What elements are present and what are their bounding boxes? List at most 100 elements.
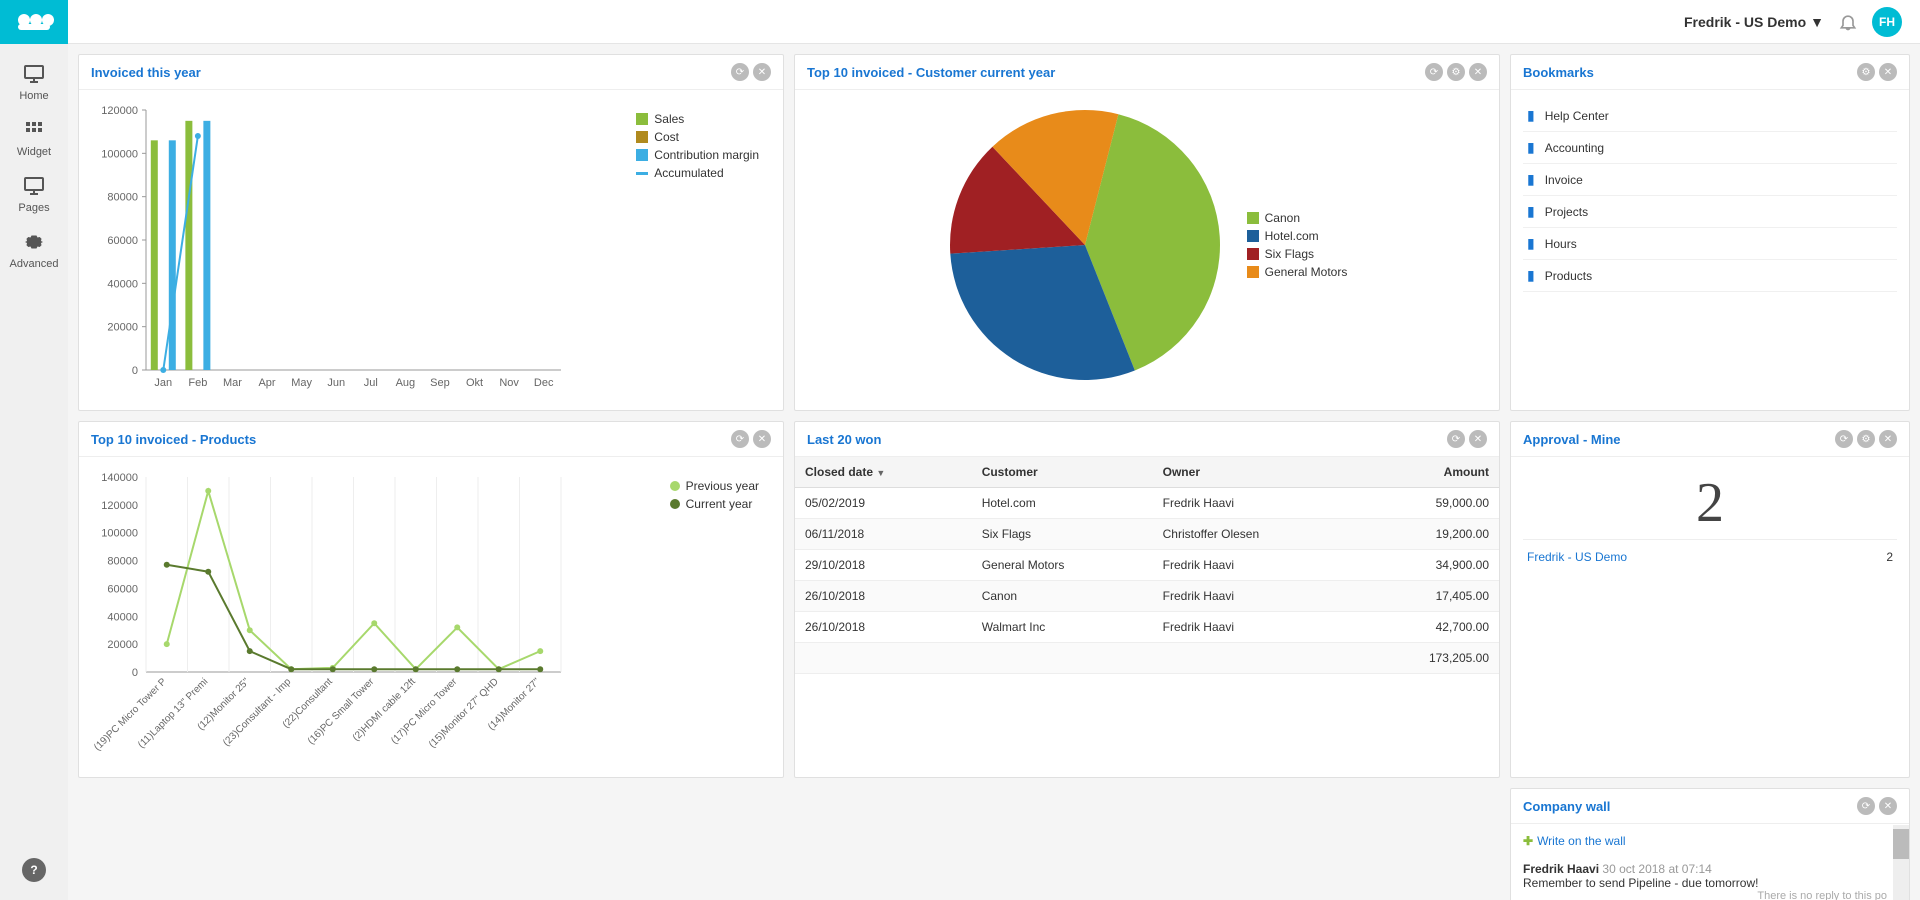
wall-author: Fredrik Haavi bbox=[1523, 862, 1599, 876]
grid-icon bbox=[22, 118, 46, 142]
monitor-icon bbox=[22, 174, 46, 198]
refresh-icon[interactable]: ⟳ bbox=[1857, 797, 1875, 815]
write-label: Write on the wall bbox=[1537, 834, 1625, 848]
gear-icon[interactable]: ⚙ bbox=[1857, 63, 1875, 81]
refresh-icon[interactable]: ⟳ bbox=[1835, 430, 1853, 448]
sidebar-item-label: Home bbox=[19, 90, 48, 102]
table-row[interactable]: 05/02/2019Hotel.comFredrik Haavi59,000.0… bbox=[795, 488, 1499, 519]
gear-icon[interactable]: ⚙ bbox=[1447, 63, 1465, 81]
legend-item[interactable]: Current year bbox=[670, 497, 759, 511]
panel-top-customers: Top 10 invoiced - Customer current year … bbox=[794, 54, 1500, 411]
bookmark-icon: ▮ bbox=[1527, 171, 1535, 188]
legend-item[interactable]: General Motors bbox=[1247, 265, 1348, 279]
svg-text:120000: 120000 bbox=[101, 500, 138, 512]
invoiced-chart: 020000400006000080000100000120000JanFebM… bbox=[91, 100, 624, 400]
table-cell: 17,405.00 bbox=[1358, 581, 1499, 612]
bookmark-label: Accounting bbox=[1545, 141, 1604, 155]
svg-text:(19)PC Micro Tower P: (19)PC Micro Tower P bbox=[92, 676, 169, 753]
bookmark-item[interactable]: ▮ Projects bbox=[1523, 196, 1897, 228]
svg-text:Okt: Okt bbox=[466, 377, 483, 389]
gear-icon[interactable]: ⚙ bbox=[1857, 430, 1875, 448]
bookmark-icon: ▮ bbox=[1527, 107, 1535, 124]
avatar[interactable]: FH bbox=[1872, 7, 1902, 37]
panel-approval: Approval - Mine ⟳ ⚙ ✕ 2 Fredrik - US Dem… bbox=[1510, 421, 1910, 778]
sidebar-item-pages[interactable]: Pages bbox=[6, 168, 62, 220]
svg-text:100000: 100000 bbox=[101, 528, 138, 540]
close-icon[interactable]: ✕ bbox=[1879, 63, 1897, 81]
legend-item[interactable]: Canon bbox=[1247, 211, 1348, 225]
table-row[interactable]: 29/10/2018General MotorsFredrik Haavi34,… bbox=[795, 550, 1499, 581]
bookmark-item[interactable]: ▮Help Center bbox=[1523, 100, 1897, 132]
table-header[interactable]: Owner bbox=[1153, 457, 1358, 488]
svg-text:40000: 40000 bbox=[107, 278, 138, 290]
table-row[interactable]: 06/11/2018Six FlagsChristoffer Olesen19,… bbox=[795, 519, 1499, 550]
table-header[interactable]: Closed date ▼ bbox=[795, 457, 972, 488]
close-icon[interactable]: ✕ bbox=[753, 63, 771, 81]
user-menu[interactable]: Fredrik - US Demo ▼ bbox=[1684, 14, 1824, 30]
table-row[interactable]: 26/10/2018Walmart IncFredrik Haavi42,700… bbox=[795, 612, 1499, 643]
last-20-table: Closed date ▼CustomerOwnerAmount05/02/20… bbox=[795, 457, 1499, 674]
svg-text:60000: 60000 bbox=[107, 583, 138, 595]
sidebar-item-label: Pages bbox=[18, 202, 49, 214]
legend-item[interactable]: Six Flags bbox=[1247, 247, 1348, 261]
write-on-wall-button[interactable]: ✚ Write on the wall bbox=[1523, 834, 1887, 854]
sidebar-item-widget[interactable]: Widget bbox=[6, 112, 62, 164]
monitor-icon bbox=[22, 62, 46, 86]
svg-text:20000: 20000 bbox=[107, 322, 138, 334]
svg-text:Jan: Jan bbox=[154, 377, 172, 389]
close-icon[interactable]: ✕ bbox=[1469, 63, 1487, 81]
bookmark-icon: ▮ bbox=[1527, 139, 1535, 156]
bookmark-list: ▮Help Center▮Accounting▮Invoice▮Projects… bbox=[1511, 90, 1909, 302]
svg-text:Jun: Jun bbox=[327, 377, 345, 389]
table-header[interactable]: Customer bbox=[972, 457, 1153, 488]
close-icon[interactable]: ✕ bbox=[1469, 430, 1487, 448]
bookmark-item[interactable]: ▮Products bbox=[1523, 260, 1897, 292]
legend-item[interactable]: Previous year bbox=[670, 479, 759, 493]
svg-text:80000: 80000 bbox=[107, 192, 138, 204]
table-row[interactable]: 26/10/2018CanonFredrik Haavi17,405.00 bbox=[795, 581, 1499, 612]
legend-item[interactable]: Cost bbox=[636, 130, 759, 144]
panel-title: Approval - Mine bbox=[1523, 432, 1621, 447]
bookmark-label: Projects bbox=[1545, 205, 1588, 219]
bookmark-label: Products bbox=[1545, 269, 1592, 283]
wall-timestamp: 30 oct 2018 at 07:14 bbox=[1602, 862, 1711, 876]
legend-item[interactable]: Sales bbox=[636, 112, 759, 126]
panel-invoiced-year: Invoiced this year ⟳ ✕ 02000040000600008… bbox=[78, 54, 784, 411]
svg-text:Apr: Apr bbox=[258, 377, 275, 389]
user-name-label: Fredrik - US Demo bbox=[1684, 14, 1806, 30]
bookmark-item[interactable]: ▮Hours bbox=[1523, 228, 1897, 260]
sidebar-item-home[interactable]: Home bbox=[6, 56, 62, 108]
close-icon[interactable]: ✕ bbox=[1879, 430, 1897, 448]
sidebar-item-advanced[interactable]: Advanced bbox=[6, 224, 62, 276]
table-cell: Christoffer Olesen bbox=[1153, 519, 1358, 550]
refresh-icon[interactable]: ⟳ bbox=[1425, 63, 1443, 81]
legend-item[interactable]: Accumulated bbox=[636, 166, 759, 180]
bookmark-item[interactable]: ▮Invoice bbox=[1523, 164, 1897, 196]
refresh-icon[interactable]: ⟳ bbox=[731, 430, 749, 448]
table-cell: 29/10/2018 bbox=[795, 550, 972, 581]
refresh-icon[interactable]: ⟳ bbox=[731, 63, 749, 81]
legend-item[interactable]: Hotel.com bbox=[1247, 229, 1348, 243]
table-cell: Canon bbox=[972, 581, 1153, 612]
svg-text:40000: 40000 bbox=[107, 611, 138, 623]
notifications-icon[interactable] bbox=[1838, 12, 1858, 32]
legend-item[interactable]: Contribution margin bbox=[636, 148, 759, 162]
bookmark-item[interactable]: ▮ Accounting bbox=[1523, 132, 1897, 164]
scrollbar[interactable] bbox=[1893, 825, 1909, 900]
table-header[interactable]: Amount bbox=[1358, 457, 1499, 488]
panel-top-products: Top 10 invoiced - Products ⟳ ✕ 020000400… bbox=[78, 421, 784, 778]
svg-text:20000: 20000 bbox=[107, 639, 138, 651]
bookmark-icon: ▮ bbox=[1527, 203, 1535, 220]
close-icon[interactable]: ✕ bbox=[753, 430, 771, 448]
refresh-icon[interactable]: ⟳ bbox=[1447, 430, 1465, 448]
close-icon[interactable]: ✕ bbox=[1879, 797, 1897, 815]
approval-user-count: 2 bbox=[1886, 550, 1893, 564]
table-cell: 42,700.00 bbox=[1358, 612, 1499, 643]
approval-user-link[interactable]: Fredrik - US Demo bbox=[1527, 550, 1627, 564]
wall-noreply: There is no reply to this po bbox=[1523, 890, 1887, 900]
table-cell: Fredrik Haavi bbox=[1153, 581, 1358, 612]
svg-text:Jul: Jul bbox=[364, 377, 378, 389]
help-icon[interactable]: ? bbox=[22, 858, 46, 882]
app-logo[interactable] bbox=[0, 0, 68, 44]
table-cell: Hotel.com bbox=[972, 488, 1153, 519]
